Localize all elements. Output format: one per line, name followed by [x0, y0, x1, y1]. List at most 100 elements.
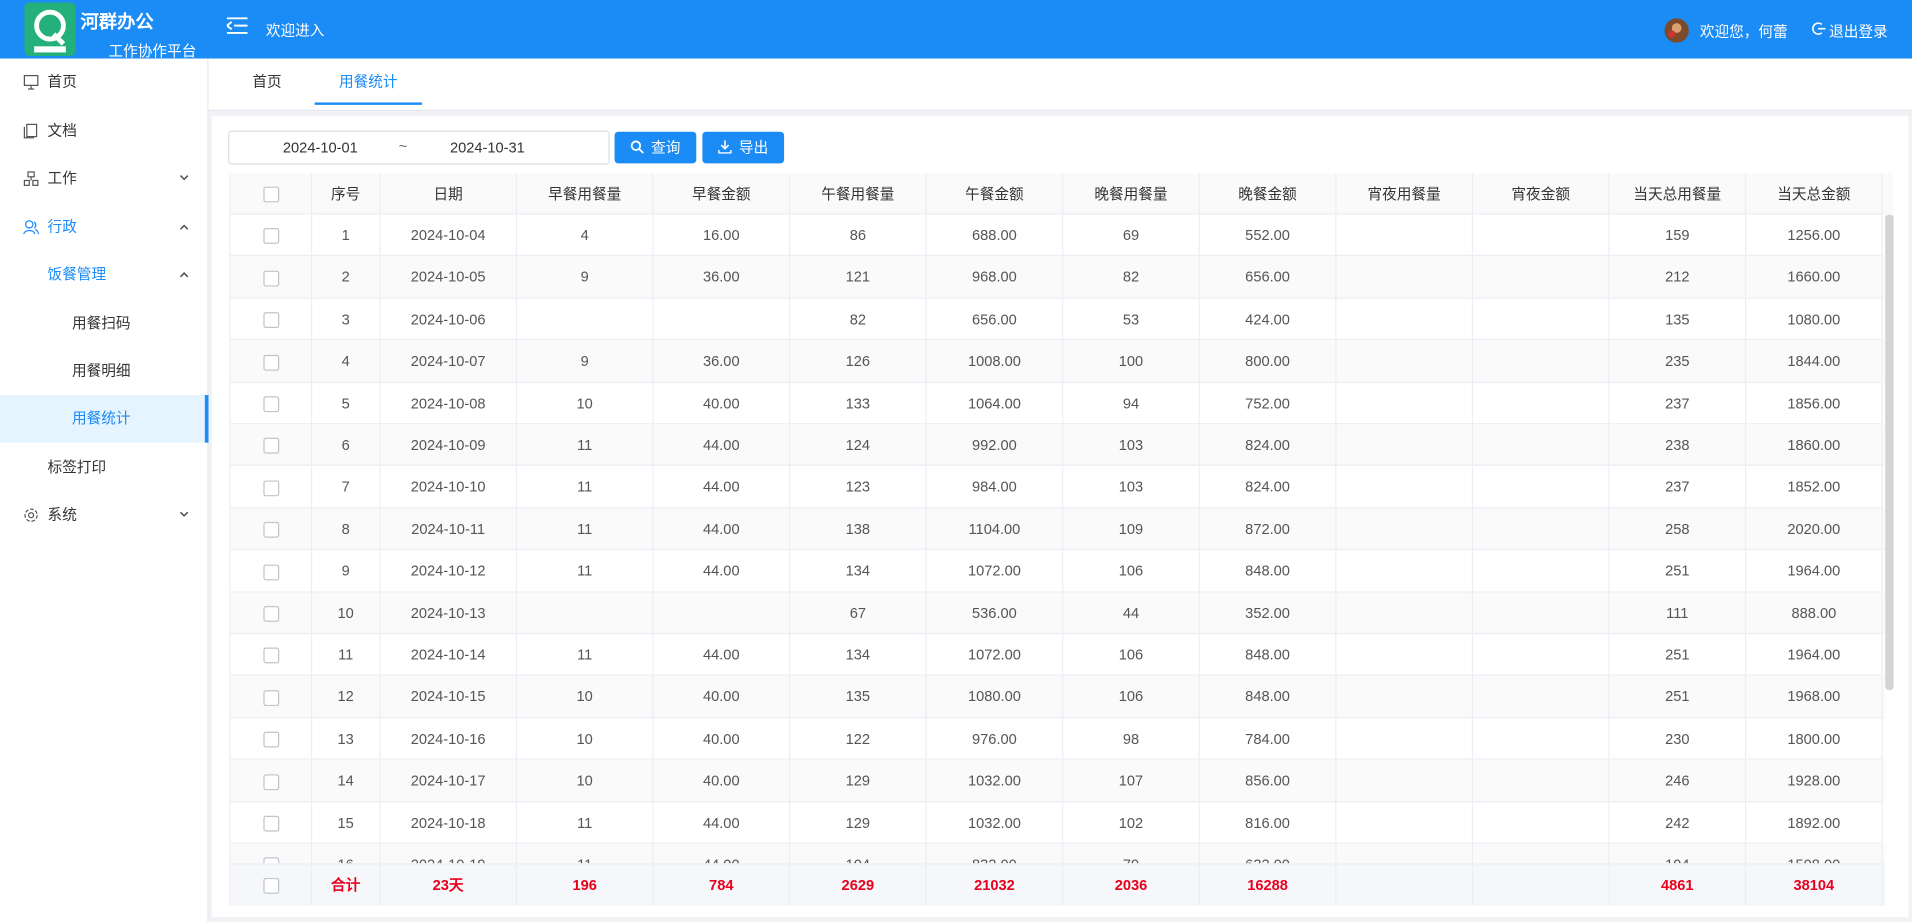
checkbox[interactable] [262, 438, 279, 455]
checkbox[interactable] [262, 396, 279, 413]
table-cell: 992.00 [926, 424, 1064, 467]
table-cell: 1080.00 [1746, 298, 1883, 341]
table-cell [1473, 592, 1610, 635]
checkbox[interactable] [262, 605, 279, 622]
menu-item[interactable]: 饭餐管理 [0, 251, 207, 299]
date-range[interactable]: 2024-10-01 ~ 2024-10-31 [228, 130, 610, 165]
tab[interactable]: 用餐统计 [314, 59, 422, 105]
checkbox-cell[interactable] [230, 676, 313, 718]
table-cell: 824.00 [1199, 466, 1337, 509]
end-date[interactable]: 2024-10-31 [449, 139, 525, 157]
doc-icon [23, 123, 38, 138]
table-cell [1336, 843, 1474, 864]
checkbox[interactable] [262, 228, 279, 245]
table-cell: 11 [517, 466, 654, 509]
checkbox[interactable] [262, 731, 279, 748]
menu-item[interactable]: 标签打印 [0, 443, 207, 491]
checkbox-cell[interactable] [230, 592, 313, 635]
table-cell: 1080.00 [926, 676, 1064, 718]
checkbox[interactable] [262, 878, 279, 895]
table-cell: 67 [790, 592, 927, 635]
footer-cell: 38104 [1746, 864, 1883, 907]
table-cell: 82 [1063, 256, 1200, 299]
menu-label: 用餐统计 [71, 409, 131, 427]
checkbox[interactable] [262, 354, 279, 371]
checkbox[interactable] [262, 563, 279, 580]
checkbox[interactable] [262, 647, 279, 664]
menu-item[interactable]: 系统 [0, 491, 207, 539]
chevron [179, 510, 189, 520]
chevron [179, 221, 189, 231]
checkbox[interactable] [262, 857, 279, 864]
table-cell: 1968.00 [1746, 676, 1883, 718]
tab-label: 首页 [252, 73, 282, 91]
table-cell: 1964.00 [1746, 550, 1883, 593]
checkbox-cell[interactable] [230, 634, 313, 677]
column-header: 日期 [380, 173, 518, 215]
checkbox-cell[interactable] [230, 214, 313, 257]
table-cell: 984.00 [926, 466, 1064, 509]
table-cell: 121 [790, 256, 927, 299]
checkbox[interactable] [262, 270, 279, 287]
tab[interactable]: 首页 [252, 59, 281, 103]
table-cell: 1856.00 [1746, 382, 1883, 425]
column-header: 早餐用餐量 [517, 173, 654, 215]
table-cell [1336, 676, 1474, 718]
checkbox[interactable] [262, 312, 279, 329]
checkbox-cell[interactable] [230, 298, 313, 341]
checkbox[interactable] [262, 773, 279, 790]
checkbox-cell[interactable] [230, 256, 313, 299]
menu-item[interactable]: 行政 [0, 203, 207, 251]
menu-item[interactable]: 用餐统计 [0, 395, 209, 443]
table-cell [1473, 508, 1610, 551]
checkbox-cell[interactable] [230, 382, 313, 425]
menu-item[interactable]: 首页 [0, 59, 207, 107]
table-cell [1336, 424, 1474, 467]
checkbox[interactable] [262, 815, 279, 832]
checkbox-cell[interactable] [230, 424, 313, 467]
footer-cell [1336, 864, 1474, 907]
table-cell: 1072.00 [926, 550, 1064, 593]
table-cell: 12 [312, 676, 381, 718]
export-button[interactable]: 导出 [702, 131, 785, 164]
checkbox-cell[interactable] [230, 759, 313, 802]
table-cell: 11 [517, 424, 654, 467]
table-cell: 230 [1609, 717, 1747, 760]
checkbox[interactable] [262, 186, 279, 203]
checkbox[interactable] [262, 522, 279, 538]
checkbox-cell[interactable] [230, 173, 313, 215]
checkbox-cell[interactable] [230, 550, 313, 593]
table-cell: 1852.00 [1746, 466, 1883, 509]
checkbox-cell[interactable] [230, 466, 313, 509]
icon [23, 507, 39, 523]
checkbox-cell[interactable] [230, 864, 313, 907]
avatar[interactable] [1664, 18, 1689, 43]
table-cell: 1008.00 [926, 340, 1064, 383]
menu-item[interactable]: 用餐明细 [0, 348, 207, 396]
menu-toggle[interactable] [226, 17, 248, 34]
search-button[interactable]: 查询 [614, 131, 697, 164]
table-cell [517, 298, 654, 341]
checkbox[interactable] [262, 689, 279, 706]
table-cell: 688.00 [926, 214, 1064, 257]
table-cell: 1064.00 [926, 382, 1064, 425]
menu-item[interactable]: 工作 [0, 155, 207, 203]
table-cell: 11 [517, 634, 654, 677]
menu-item[interactable]: 文档 [0, 107, 207, 155]
table-cell: 1 [312, 214, 381, 257]
table-cell: 2024-10-04 [380, 214, 518, 257]
checkbox-cell[interactable] [230, 508, 313, 551]
start-date[interactable]: 2024-10-01 [282, 139, 358, 157]
table-cell [1473, 298, 1610, 341]
menu-item[interactable]: 用餐扫码 [0, 299, 207, 347]
checkbox[interactable] [262, 480, 279, 496]
logout-link[interactable]: 退出登录 [1829, 23, 1888, 41]
checkbox-cell[interactable] [230, 801, 313, 844]
checkbox-cell[interactable] [230, 843, 313, 864]
table-cell: 135 [1609, 298, 1747, 341]
table-cell [1336, 634, 1474, 677]
table-cell: 44.00 [654, 843, 791, 864]
checkbox-cell[interactable] [230, 717, 313, 760]
table-cell: 11 [517, 801, 654, 844]
checkbox-cell[interactable] [230, 340, 313, 383]
